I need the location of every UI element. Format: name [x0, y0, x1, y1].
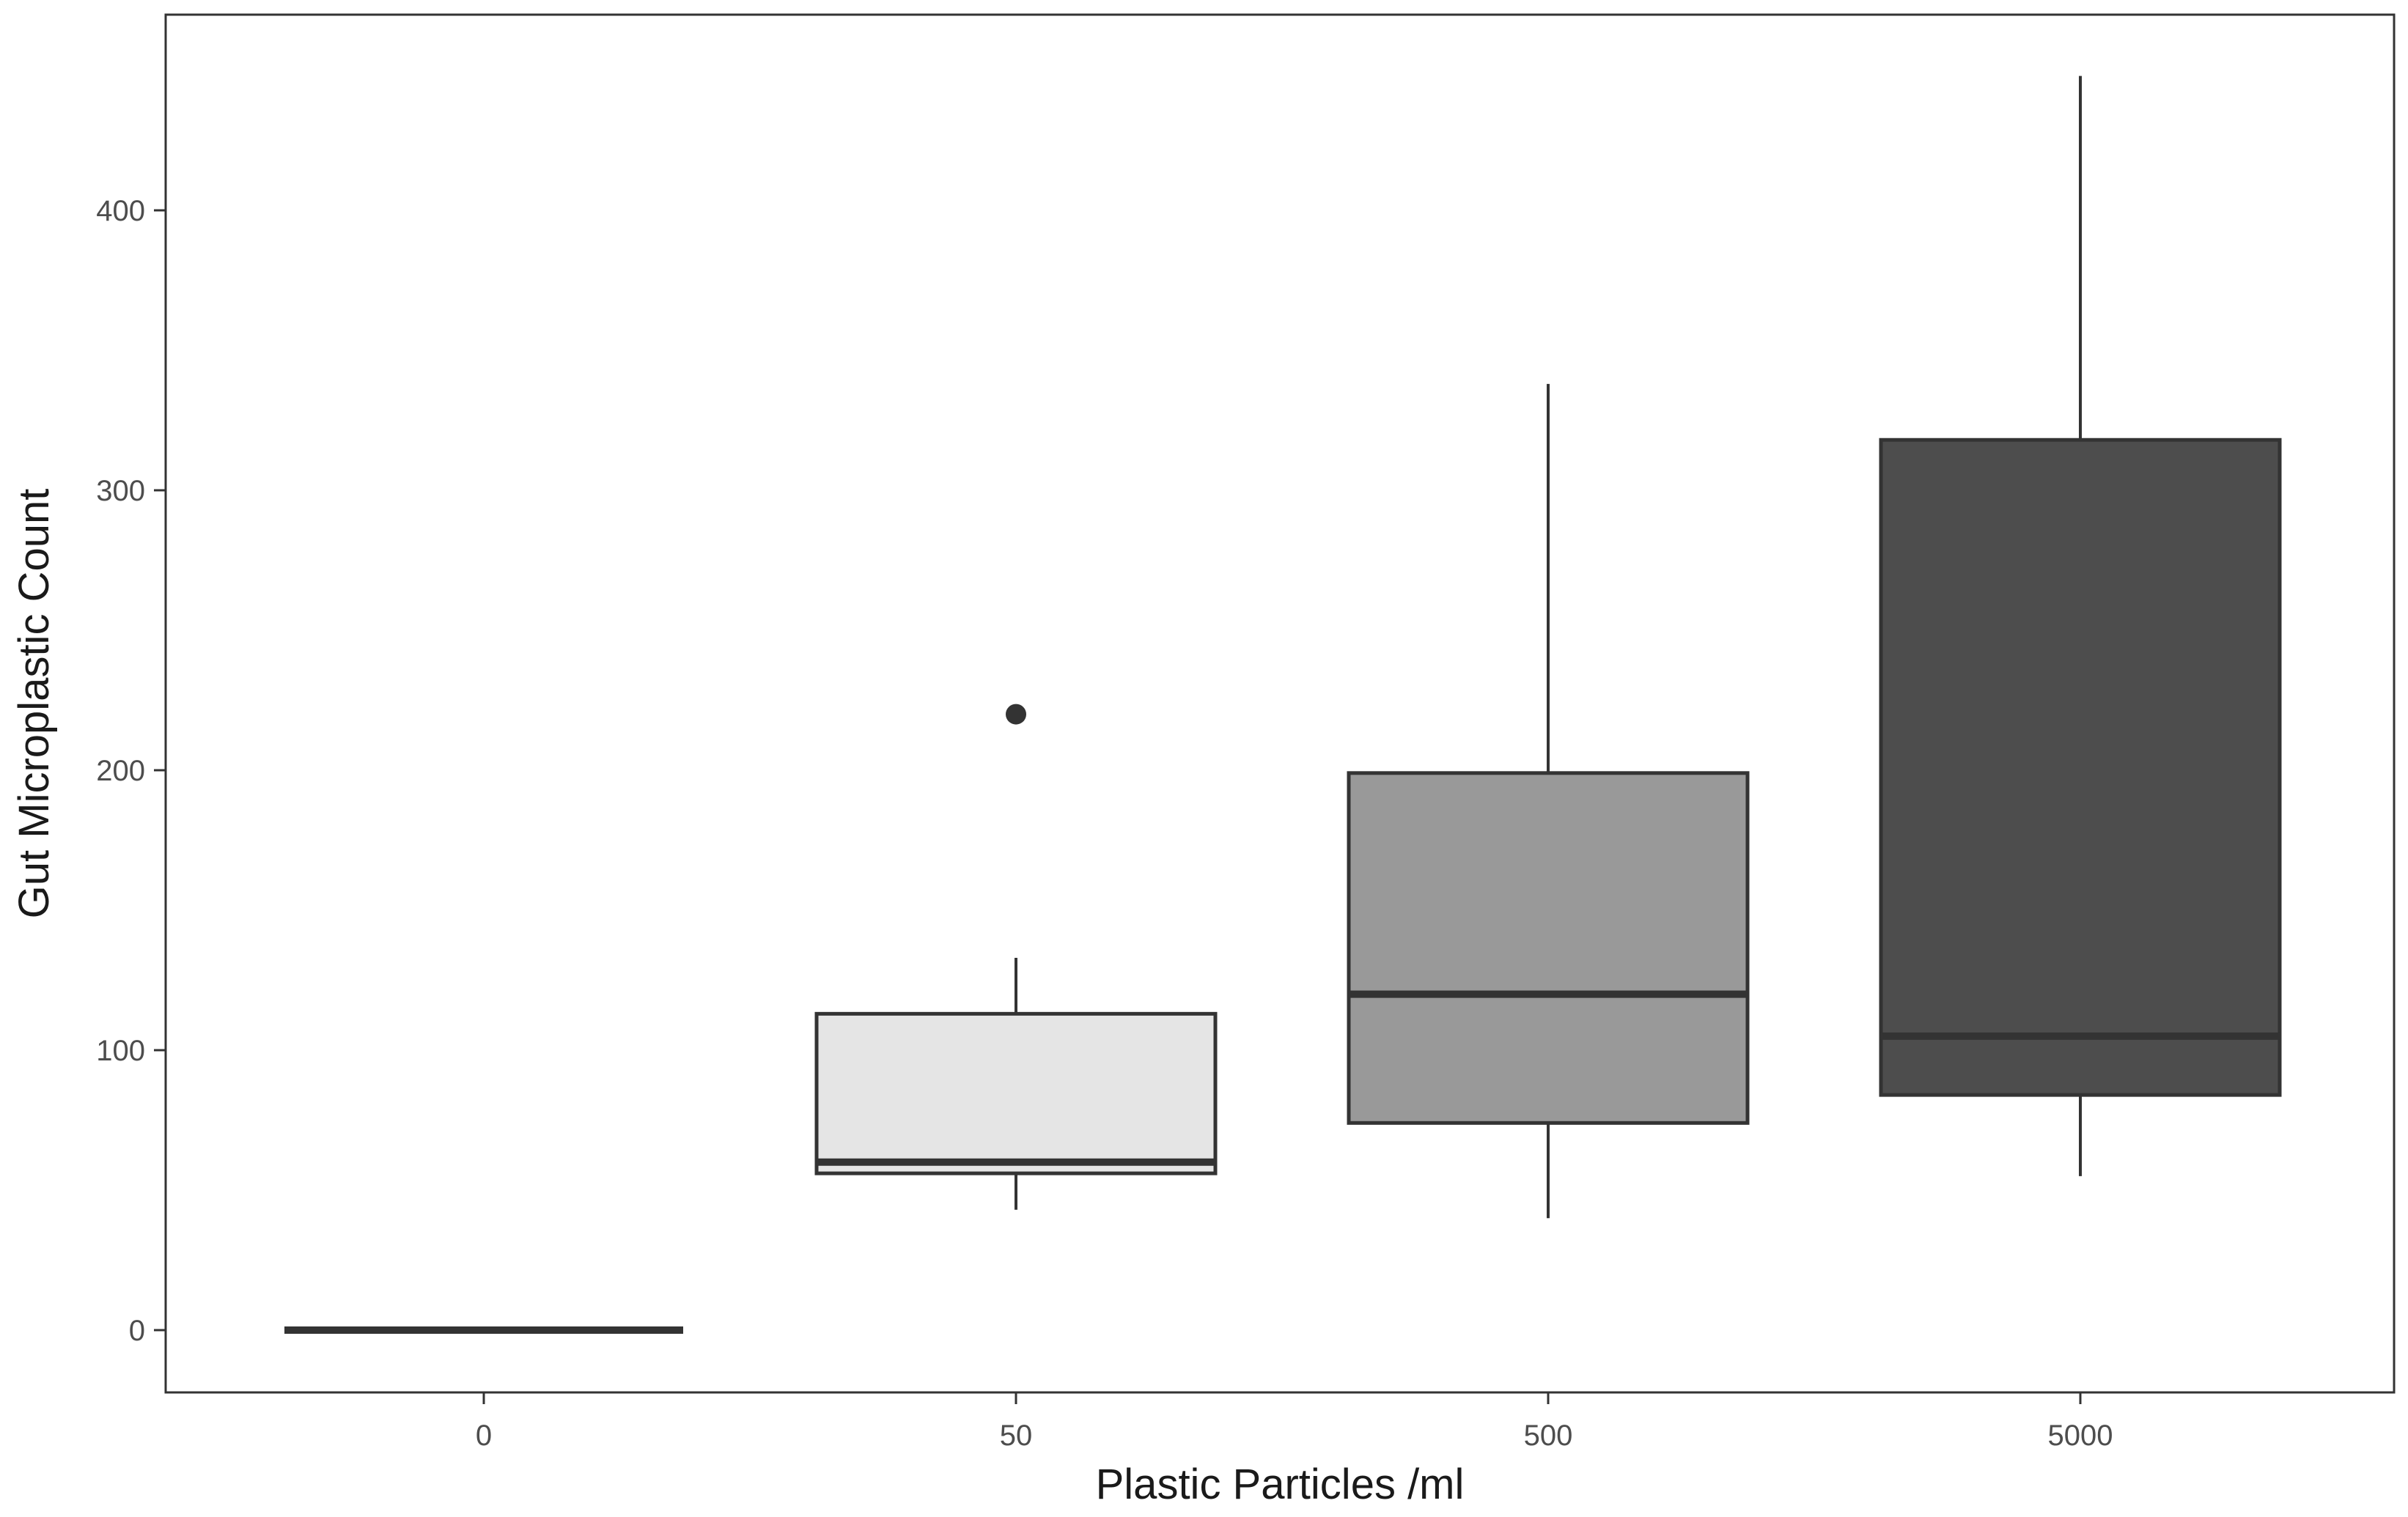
- x-axis: 0 50 500 5000: [476, 1392, 2113, 1452]
- x-tick-label: 50: [1000, 1420, 1033, 1452]
- y-tick-label: 300: [96, 475, 145, 507]
- box: [814, 1011, 1218, 1175]
- boxes-layer: [284, 75, 2282, 1334]
- x-tick-label: 0: [476, 1420, 492, 1452]
- box-group-500: [1347, 383, 1750, 1219]
- y-tick-label: 100: [96, 1035, 145, 1067]
- y-axis-title: Gut Microplastic Count: [10, 489, 58, 919]
- x-tick-label: 500: [1524, 1420, 1573, 1452]
- y-tick-label: 0: [129, 1315, 145, 1347]
- box-group-50: [814, 704, 1218, 1210]
- box: [1879, 438, 2282, 1097]
- outlier-point: [1006, 704, 1026, 725]
- box: [1347, 771, 1750, 1125]
- x-tick-label: 5000: [2048, 1420, 2113, 1452]
- y-tick-label: 400: [96, 195, 145, 227]
- y-tick-label: 200: [96, 755, 145, 787]
- box-group-5000: [1879, 75, 2282, 1176]
- x-axis-title: Plastic Particles /ml: [1096, 1461, 1465, 1508]
- y-axis: 0 100 200 300 400: [96, 195, 166, 1347]
